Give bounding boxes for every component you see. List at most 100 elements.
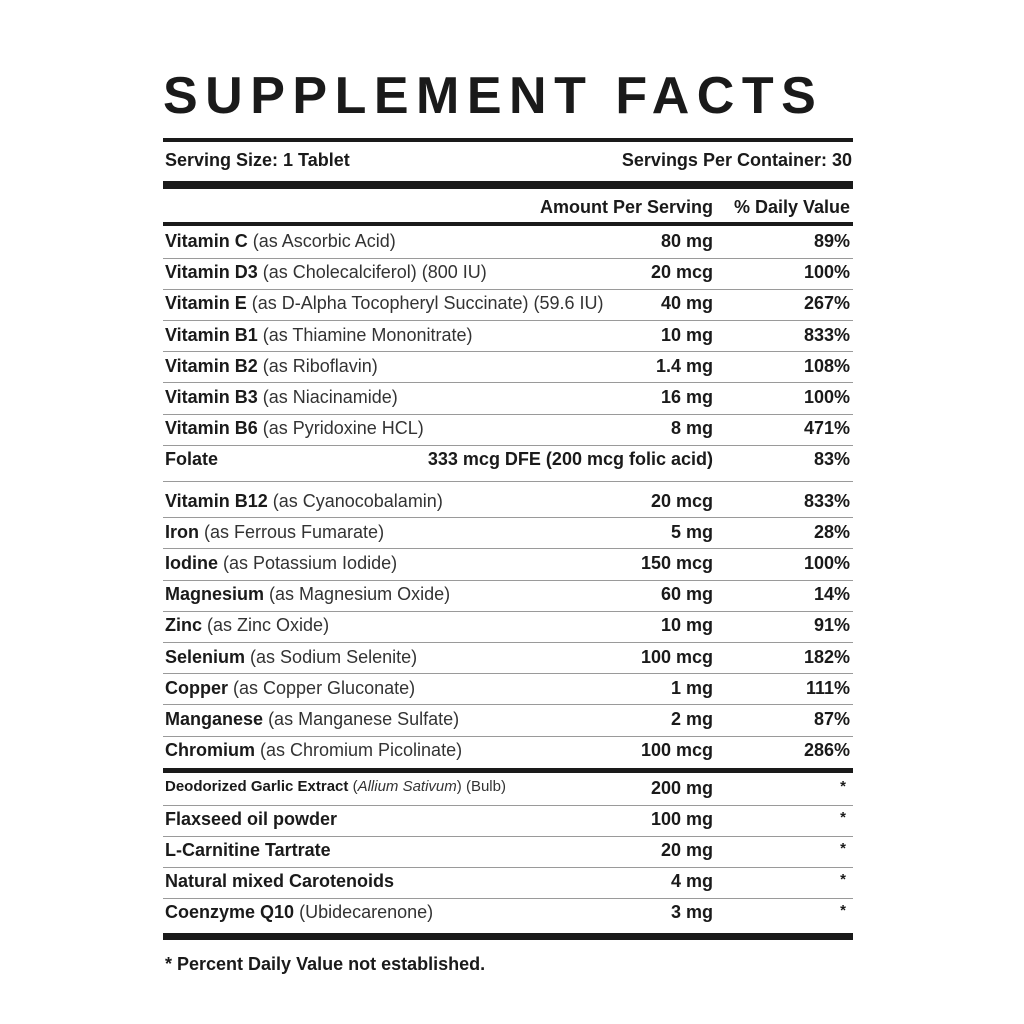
ingredient-name: Iodine [165, 553, 218, 573]
amount: 40 mg [660, 293, 713, 314]
footnote: * Percent Daily Value not established. [165, 954, 486, 974]
daily-value: * [840, 871, 846, 888]
row-divider [163, 517, 853, 518]
ingredient-detail: (as Chromium Picolinate) [260, 740, 463, 761]
ingredient-name: Copper [165, 677, 228, 698]
daily-value: 28% [813, 521, 850, 542]
amount: 8 mg [670, 418, 713, 439]
ingredient-label: Iron (as Ferrous Fumarate) [165, 523, 384, 541]
serving-size: Serving Size: 1 Tablet [165, 150, 350, 170]
ingredient-name: Magnesium [165, 584, 265, 605]
daily-value: * [840, 778, 846, 795]
column-header-amount: Amount Per Serving [539, 197, 713, 217]
row-divider [163, 898, 853, 899]
ingredient-label: Magnesium (as Magnesium Oxide) [165, 585, 450, 603]
ingredient-name: Vitamin B1 [165, 324, 258, 345]
ingredient-detail: (as Magnesium Oxide) [269, 584, 451, 605]
ingredient-detail-italic: Allium Sativum [357, 778, 457, 795]
ingredient-detail: (as Ascorbic Acid) [252, 231, 396, 251]
ingredient-label: Vitamin B12 (as Cyanocobalamin) [165, 492, 443, 510]
amount: 1 mg [670, 677, 713, 698]
ingredient-name: Flaxseed oil powder [165, 809, 338, 829]
ingredient-label: Selenium (as Sodium Selenite) [165, 648, 417, 666]
row-divider [163, 673, 853, 674]
ingredient-detail: (as Potassium Iodide) [223, 553, 398, 573]
ingredient-name: Deodorized Garlic Extract [165, 778, 349, 795]
ingredient-label: Vitamin B6 (as Pyridoxine HCL) [165, 419, 424, 437]
ingredient-label: Folate [165, 450, 218, 468]
ingredient-detail: (as Niacinamide) [262, 387, 398, 407]
row-divider [163, 736, 853, 737]
ingredient-name: Manganese [165, 709, 264, 729]
daily-value: 14% [813, 584, 850, 605]
ingredient-detail: (as Manganese Sulfate) [268, 709, 460, 729]
amount: 3 mg [670, 902, 713, 922]
row-divider [163, 289, 853, 290]
amount: 10 mg [660, 615, 713, 636]
daily-value: 833% [803, 324, 850, 345]
amount: 100 mcg [640, 740, 713, 761]
ingredient-name: Selenium [165, 646, 246, 667]
ingredient-label: Vitamin B3 (as Niacinamide) [165, 388, 398, 406]
amount: 80 mg [660, 231, 713, 251]
title: SUPPLEMENT FACTS [163, 67, 824, 125]
row-divider [163, 382, 853, 383]
daily-value: * [840, 840, 846, 857]
daily-value: 87% [813, 709, 850, 729]
row-divider [163, 704, 853, 705]
daily-value: 182% [803, 646, 850, 667]
ingredient-label: Vitamin B2 (as Riboflavin) [165, 357, 378, 375]
ingredient-name: Vitamin B12 [165, 490, 268, 511]
ingredient-detail: (as Cyanocobalamin) [272, 490, 443, 511]
row-divider [163, 445, 853, 446]
ingredient-name: Vitamin E [165, 293, 247, 314]
row-divider [163, 611, 853, 612]
row-divider [163, 320, 853, 321]
amount: 20 mg [660, 840, 713, 860]
ingredient-label: Natural mixed Carotenoids [165, 872, 394, 890]
rule-heavy [163, 181, 853, 189]
ingredient-detail: ) (Bulb) [456, 778, 506, 795]
daily-value: 100% [803, 262, 850, 283]
rule-thick [163, 222, 853, 226]
ingredient-name: Vitamin C [165, 231, 248, 251]
ingredient-label: Vitamin D3 (as Cholecalciferol) (800 IU) [165, 263, 487, 281]
amount: 5 mg [670, 521, 713, 542]
ingredient-detail: (as Sodium Selenite) [250, 646, 418, 667]
ingredient-label: Vitamin E (as D-Alpha Tocopheryl Succina… [165, 294, 604, 312]
ingredient-detail: (Ubidecarenone) [299, 902, 434, 922]
ingredient-label: L-Carnitine Tartrate [165, 841, 331, 859]
ingredient-name: Zinc [165, 615, 203, 636]
rule-heavy [163, 933, 853, 940]
ingredient-detail: (as Ferrous Fumarate) [204, 521, 385, 542]
amount: 2 mg [670, 709, 713, 729]
ingredient-label: Zinc (as Zinc Oxide) [165, 616, 329, 634]
column-header-daily-value: % Daily Value [733, 197, 850, 217]
daily-value: 471% [803, 418, 850, 439]
ingredient-name: Coenzyme Q10 [165, 902, 295, 922]
ingredient-label: Vitamin B1 (as Thiamine Mononitrate) [165, 326, 472, 344]
ingredient-detail: (as D-Alpha Tocopheryl Succinate) (59.6 … [251, 293, 604, 314]
amount: 60 mg [660, 584, 713, 605]
row-divider [163, 481, 853, 482]
ingredient-name: Chromium [165, 740, 255, 761]
amount: 4 mg [670, 871, 713, 891]
ingredient-name: Vitamin B3 [165, 387, 258, 407]
rule-thick [163, 138, 853, 142]
daily-value: 83% [813, 449, 850, 470]
ingredient-name: Vitamin B6 [165, 418, 258, 439]
daily-value: 89% [813, 231, 850, 251]
ingredient-name: Folate [165, 449, 219, 470]
ingredient-detail: (as Zinc Oxide) [207, 615, 330, 636]
amount: 100 mcg [640, 646, 713, 667]
ingredient-label: Manganese (as Manganese Sulfate) [165, 710, 459, 728]
row-divider [163, 351, 853, 352]
ingredient-name: Vitamin D3 [165, 262, 258, 283]
amount: 150 mcg [640, 553, 713, 573]
daily-value: 267% [803, 293, 850, 314]
ingredient-detail: (as Copper Gluconate) [233, 677, 416, 698]
ingredient-label: Deodorized Garlic Extract (Allium Sativu… [165, 779, 506, 794]
amount: 333 mcg DFE (200 mcg folic acid) [427, 449, 713, 470]
row-divider [163, 836, 853, 837]
rule-thick [163, 768, 853, 773]
